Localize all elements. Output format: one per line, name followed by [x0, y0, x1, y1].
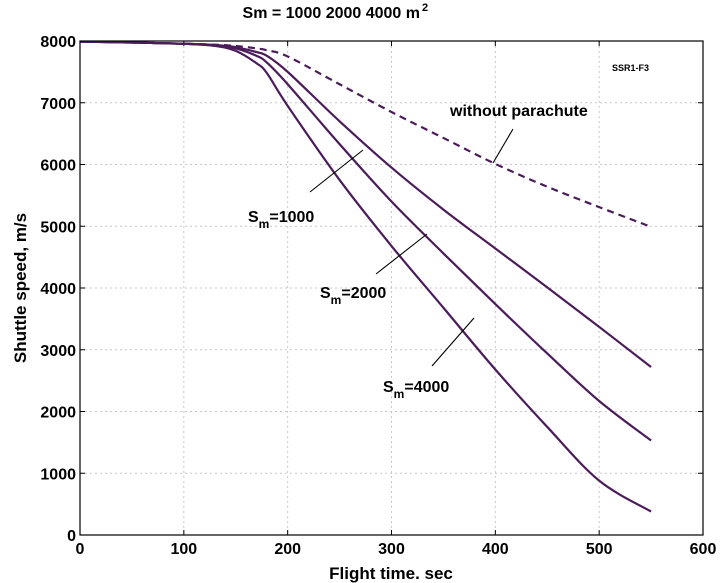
x-tick-label: 400: [482, 541, 509, 558]
label-sm-4000: Sm=4000: [383, 379, 449, 401]
label-sm-1000: Sm=1000: [248, 209, 314, 231]
series-line-without-parachute: [79, 40, 652, 228]
y-tick-label: 6000: [40, 158, 76, 175]
series-line-2000: [79, 40, 652, 442]
x-tick-label: 0: [76, 541, 85, 558]
y-tick-label: 2000: [40, 405, 76, 422]
annotation-sm-1000: Sm=1000: [248, 149, 364, 231]
y-tick-label: 8000: [40, 34, 76, 51]
grid: [80, 41, 703, 535]
leader-sm-2000: [375, 233, 428, 275]
y-tick-label: 5000: [40, 219, 76, 236]
series-line-4000: [79, 40, 652, 513]
x-tick-label: 300: [378, 541, 405, 558]
x-tick-label: 600: [690, 541, 717, 558]
y-tick-label: 0: [67, 528, 76, 545]
plot-frame: [79, 40, 704, 536]
series-line-1000: [79, 40, 652, 368]
axis-ticks: 0 100 200 300 400 500 600010002000300040005000…: [40, 34, 716, 558]
leader-sm-4000: [431, 317, 475, 367]
annotation-sm-2000: Sm=2000: [320, 233, 428, 307]
leader-without-parachute: [492, 128, 514, 164]
y-axis-title: Shuttle speed, m/s: [11, 213, 30, 363]
x-axis-title: Flight time. sec: [329, 564, 453, 583]
annotation-without-parachute: without parachute: [449, 103, 588, 164]
chart-title: Sm = 1000 2000 4000 m: [243, 5, 420, 22]
x-tick-label: 500: [586, 541, 613, 558]
x-tick-label: 200: [274, 541, 301, 558]
y-tick-label: 3000: [40, 343, 76, 360]
annotation-sm-4000: Sm=4000: [383, 317, 475, 401]
series-lines: [79, 40, 652, 513]
y-tick-label: 7000: [40, 96, 76, 113]
y-tick-label: 1000: [40, 466, 76, 483]
label-without-parachute: without parachute: [449, 103, 588, 120]
x-tick-label: 100: [170, 541, 197, 558]
y-tick-label: 4000: [40, 281, 76, 298]
chart-title-superscript: 2: [422, 2, 428, 14]
label-sm-2000: Sm=2000: [320, 285, 386, 307]
leader-sm-1000: [309, 149, 364, 193]
figure-tag: SSR1-F3: [612, 63, 649, 73]
